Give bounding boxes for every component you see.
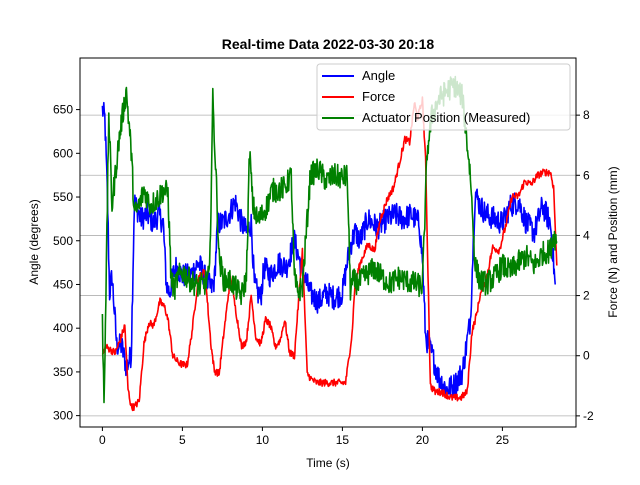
left-y-tick-label: 350 bbox=[53, 365, 73, 379]
left-y-tick-label: 450 bbox=[53, 277, 73, 291]
series-layer bbox=[101, 75, 558, 412]
right-y-tick-label: 2 bbox=[583, 289, 590, 303]
x-axis: 0 5 10 15 20 25 bbox=[99, 427, 509, 447]
series-line-actuator-position-measured bbox=[101, 75, 558, 404]
left-y-tick-label: 600 bbox=[53, 146, 73, 160]
right-y-tick-label: 8 bbox=[583, 108, 590, 122]
x-tick-label: 5 bbox=[179, 433, 186, 447]
x-tick-label: 20 bbox=[416, 433, 430, 447]
left-y-tick-label: 550 bbox=[53, 190, 73, 204]
x-tick-label: 15 bbox=[336, 433, 350, 447]
left-y-axis-label: Angle (degrees) bbox=[27, 199, 41, 284]
x-tick-label: 25 bbox=[496, 433, 510, 447]
right-y-tick-label: 4 bbox=[583, 228, 590, 242]
legend-label-actuator-position: Actuator Position (Measured) bbox=[362, 110, 530, 125]
left-y-tick-label: 300 bbox=[53, 409, 73, 423]
x-axis-label: Time (s) bbox=[306, 456, 350, 470]
right-y-tick-label: 6 bbox=[583, 168, 590, 182]
x-tick-label: 0 bbox=[99, 433, 106, 447]
right-y-axis-label: Force (N) and Position (mm) bbox=[606, 166, 620, 317]
chart-title: Real-time Data 2022-03-30 20:18 bbox=[222, 36, 435, 52]
series-line-force bbox=[101, 96, 558, 412]
right-y-axis: -2 0 2 4 6 8 bbox=[576, 108, 594, 423]
left-y-tick-label: 500 bbox=[53, 234, 73, 248]
right-y-tick-label: -2 bbox=[583, 409, 594, 423]
right-y-tick-label: 0 bbox=[583, 349, 590, 363]
x-tick-label: 10 bbox=[256, 433, 270, 447]
legend-box bbox=[316, 63, 571, 131]
legend-label-angle: Angle bbox=[362, 68, 395, 83]
left-y-axis: 300 350 400 450 500 550 600 650 bbox=[53, 103, 80, 423]
plot-frame bbox=[79, 57, 577, 428]
left-y-tick-label: 400 bbox=[53, 321, 73, 335]
legend-label-force: Force bbox=[362, 89, 395, 104]
left-y-tick-label: 650 bbox=[53, 103, 73, 117]
legend: Angle Force Actuator Position (Measured) bbox=[316, 63, 571, 131]
